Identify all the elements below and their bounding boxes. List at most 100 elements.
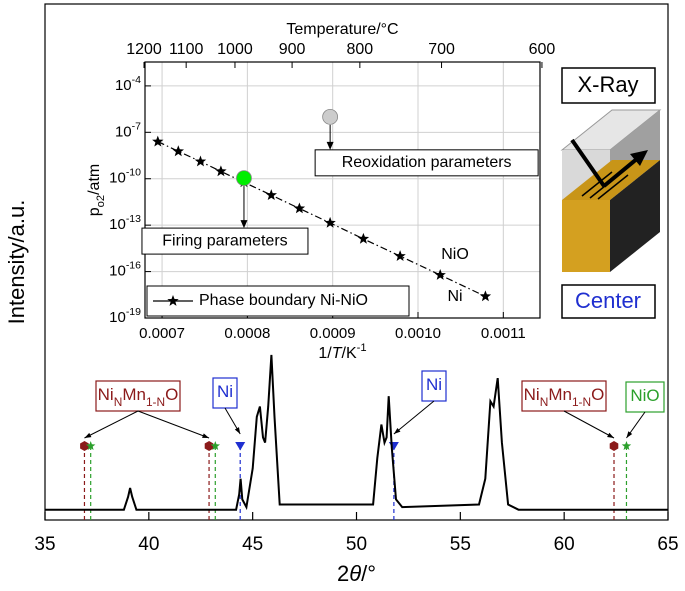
x-tick-label: 40	[138, 534, 159, 555]
reference-marker	[80, 441, 89, 451]
x-tick-label: 0.0008	[224, 325, 270, 342]
series-marker	[434, 269, 446, 280]
x-tick-label: 65	[657, 534, 678, 555]
x2-tick-label: 1100	[169, 41, 204, 58]
parameter-point	[236, 170, 252, 186]
x2-tick-label: 700	[428, 41, 455, 58]
series-marker	[293, 202, 306, 214]
xray-label: X-Ray	[577, 72, 638, 97]
text-part: O	[165, 385, 178, 404]
stripe	[597, 174, 629, 200]
annotation-arrow	[563, 410, 615, 439]
text-part: O	[591, 385, 604, 404]
arrowhead	[234, 427, 241, 434]
text-part: 1-N	[146, 395, 165, 409]
x-tick-label: 60	[554, 534, 575, 555]
tick-base: 10	[109, 170, 126, 187]
text-part: Ni	[217, 382, 233, 401]
annotation-label: Ni	[217, 382, 233, 401]
annotation-arrow	[393, 400, 435, 435]
x-tick-label: 45	[242, 534, 263, 555]
series-marker	[172, 145, 184, 157]
y-tick-label: 10-7	[115, 120, 141, 140]
text-part: T	[332, 345, 343, 362]
series-marker	[265, 189, 277, 200]
arrowhead	[393, 427, 401, 434]
region-label: NiO	[441, 246, 469, 263]
x-axis-label: 1/T/K-1	[318, 342, 366, 362]
text-part: θ	[349, 561, 361, 586]
legend-label: Phase boundary Ni-NiO	[199, 292, 368, 309]
text-part: -1	[357, 342, 367, 354]
inset-background	[145, 62, 540, 318]
sample-block	[560, 109, 662, 272]
tick-exponent: -7	[132, 120, 141, 132]
center-label: Center	[575, 288, 641, 313]
legend-marker	[167, 295, 179, 306]
y-axis-label: po2/atm	[86, 164, 107, 216]
x-tick-label: 0.0010	[395, 325, 441, 342]
annotation-label: Ni	[426, 375, 442, 394]
y-tick-label: 10-16	[109, 259, 141, 279]
reference-marker	[235, 442, 246, 451]
y-tick-label: 10-19	[109, 306, 141, 326]
text-part: Ni	[524, 385, 540, 404]
annotation-box	[625, 381, 665, 413]
text-part: Ni	[426, 375, 442, 394]
x-tick-label: 0.0007	[139, 325, 185, 342]
stripe	[581, 171, 613, 197]
annotation-arrow	[84, 410, 139, 439]
tick-exponent: -19	[126, 306, 141, 318]
text-part: NiO	[630, 386, 659, 405]
text-part: 1/	[318, 345, 332, 362]
y-tick-label: 10-10	[109, 167, 141, 187]
text-part: /atm	[86, 164, 103, 195]
series-marker	[357, 232, 370, 244]
reference-marker	[204, 441, 214, 451]
text-part: Mn	[122, 385, 146, 404]
beam-out	[602, 156, 640, 188]
point-label-box	[141, 227, 309, 255]
text-part: o2	[95, 195, 107, 207]
tick-exponent: -13	[126, 213, 141, 225]
annotation-box	[421, 370, 447, 402]
x-tick-label: 35	[34, 534, 55, 555]
arrowhead	[240, 220, 248, 229]
series-line	[157, 141, 486, 297]
beam-in	[570, 138, 606, 188]
y-tick-label: 10-4	[115, 74, 141, 94]
text-part: Ni	[98, 385, 114, 404]
annotation-arrow	[137, 410, 210, 439]
text-part: 2	[337, 561, 349, 586]
annotation-box	[212, 377, 238, 409]
x2-tick-label: 1000	[217, 41, 253, 58]
series-marker	[215, 165, 227, 177]
reference-marker	[388, 442, 399, 451]
arrowhead	[326, 141, 334, 150]
x2-axis-label: Temperature/°C	[286, 21, 398, 38]
x-tick-label: 55	[450, 534, 471, 555]
annotation-label: NiNMn1-NO	[524, 385, 605, 409]
tick-base: 10	[109, 263, 126, 280]
tick-base: 10	[115, 123, 132, 140]
block-side-lower	[610, 160, 660, 272]
annotation-label: NiO	[630, 386, 659, 405]
x-axis-label: 2θ/°	[337, 561, 376, 586]
annotation-label: NiNMn1-NO	[98, 385, 179, 409]
tick-base: 10	[109, 309, 126, 326]
parameter-point	[322, 108, 339, 125]
text-part: N	[540, 395, 549, 409]
y-tick-label: 10-13	[109, 213, 141, 233]
x2-tick-label: 900	[279, 41, 306, 58]
reference-marker	[210, 441, 220, 450]
x2-tick-label: 800	[346, 41, 373, 58]
beam-arrowhead	[630, 150, 648, 166]
arrowhead	[607, 432, 615, 438]
x-tick-label: 0.0009	[310, 325, 356, 342]
point-label: Firing parameters	[162, 232, 287, 249]
text-part: /K	[342, 345, 357, 362]
text-part: Mn	[548, 385, 572, 404]
center-box	[561, 284, 656, 319]
x2-tick-label: 600	[529, 41, 556, 58]
